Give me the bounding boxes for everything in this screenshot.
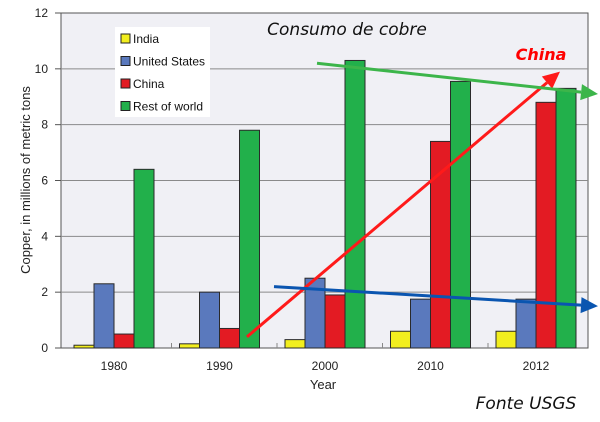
y-tick-label: 0 (41, 341, 48, 355)
legend-swatch-rest-of-world (120, 101, 131, 111)
china-trend-line (246, 81, 548, 338)
legend-label: Rest of world (133, 100, 203, 114)
china-annotation-label: China (516, 45, 567, 64)
bar-united-states-1990 (199, 291, 220, 349)
legend-box (115, 27, 210, 117)
x-tick-label: 2012 (523, 359, 550, 373)
x-axis-title: Year (310, 377, 337, 392)
y-tick-label: 12 (35, 6, 49, 20)
bar-rest-of-world-1990 (239, 129, 260, 349)
bar-rest-of-world-1980 (133, 168, 155, 349)
x-tick-label: 1980 (101, 359, 128, 373)
source-label: Fonte USGS (476, 394, 577, 414)
chart-title: Consumo de cobre (267, 20, 427, 40)
x-tick-label: 2010 (417, 359, 444, 373)
bar-india-2012 (495, 330, 517, 349)
y-tick-label: 6 (41, 174, 48, 188)
bar-india-1990 (179, 343, 200, 349)
bar-india-2010 (390, 330, 411, 349)
china-trend-arrowhead (541, 71, 560, 89)
y-tick-label: 2 (41, 285, 48, 299)
legend-swatch-united-states (120, 56, 131, 66)
rest-of-world-trend-arrowhead (580, 84, 598, 101)
united-states-trend-line (273, 285, 582, 307)
y-axis-ticks: 0 2 4 6 8 10 12 (35, 6, 61, 355)
legend-swatch-china (120, 78, 131, 89)
x-tick-label: 1990 (206, 359, 233, 373)
bar-united-states-2010 (410, 298, 431, 349)
bar-united-states-1980 (93, 283, 115, 349)
united-states-trend-arrowhead (580, 297, 598, 314)
bar-rest-of-world-2010 (450, 80, 471, 349)
legend: India United States China Rest of world (115, 27, 210, 117)
legend-label: India (133, 32, 159, 46)
rest-of-world-trend-line (316, 61, 582, 94)
bar-china-1980 (113, 333, 135, 349)
bar-united-states-2012 (515, 298, 537, 349)
legend-label: United States (133, 55, 205, 69)
bar-china-2000 (324, 294, 346, 349)
bar-china-2012 (535, 101, 557, 349)
y-tick-label: 8 (41, 118, 48, 132)
legend-swatch-india (120, 33, 131, 44)
x-axis-ticks: 1980 1990 2000 2010 2012 (101, 343, 550, 373)
bar-china-1990 (219, 327, 240, 349)
x-tick-label: 2000 (312, 359, 339, 373)
trend-arrows (246, 61, 598, 338)
legend-label: China (133, 77, 165, 91)
bar-india-1980 (73, 344, 95, 349)
y-tick-label: 4 (41, 229, 48, 243)
bar-rest-of-world-2000 (344, 59, 366, 349)
bar-india-2000 (284, 339, 306, 349)
bar-rest-of-world-2012 (555, 87, 577, 349)
y-axis-title: Copper, in millions of metric tons (18, 86, 33, 274)
y-tick-label: 10 (35, 62, 49, 76)
